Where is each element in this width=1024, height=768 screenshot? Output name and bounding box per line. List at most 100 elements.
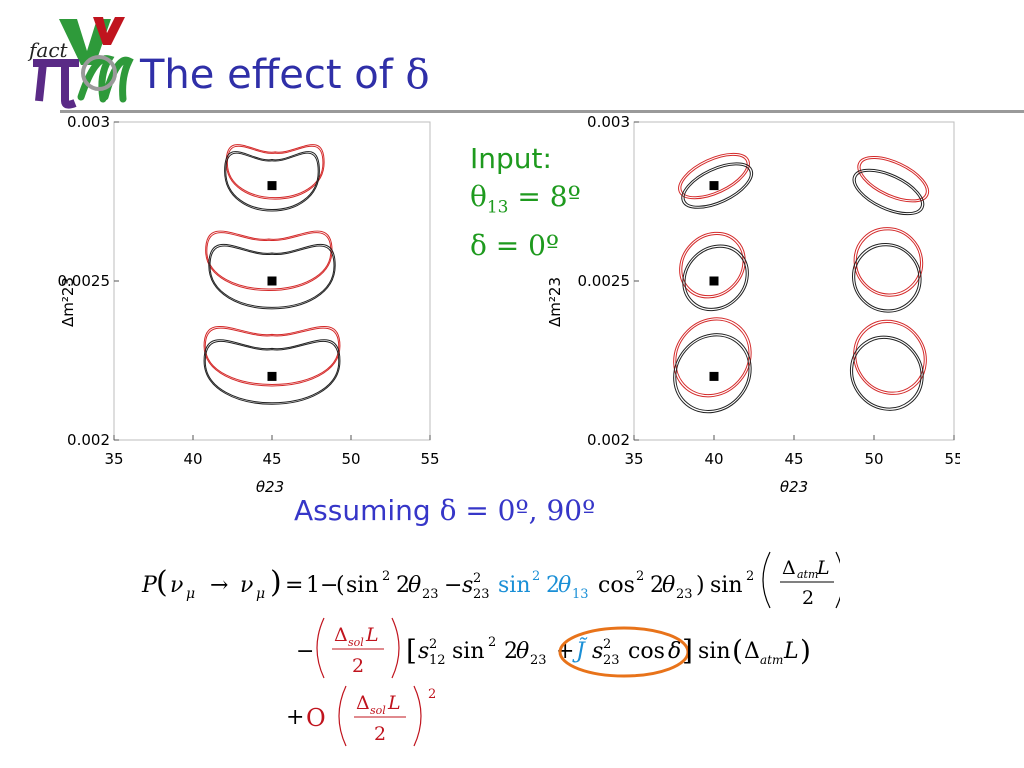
contour-plot-right-svg: θ23 Δm²23 35 40 45 50 55 0.002 0.0025 0.003 [546,113,964,496]
formula-line-3: + O Δ sol L 2 2 [286,685,436,747]
formula-sol: sol [348,636,364,649]
x-tick-label: 40 [183,450,202,468]
logo-text: fact [27,38,69,62]
formula-minus: − [444,573,462,598]
input-point [709,181,719,191]
slide-title: The effect of δ [140,52,430,98]
formula-order-O: O [306,704,326,732]
formula-theta: θ [516,639,529,664]
red-contour [225,144,325,200]
formula-L: L [365,624,379,646]
red-contour [679,231,746,299]
assuming-line: Assuming δ = 0º, 90º [294,494,595,527]
formula-sq: 2 [532,569,540,584]
black-contour [852,337,922,409]
input-point [267,371,277,381]
formula-sin: sin [698,639,731,664]
formula-big-paren [316,617,325,679]
black-contour [203,339,341,405]
black-contour [852,243,922,313]
formula-sin: sin [452,639,485,664]
logo: fact [27,17,134,109]
y-axis-label: Δm²23 [59,277,77,327]
black-contour [208,243,336,310]
formula-sq: 2 [473,571,481,586]
formula-atm: atm [797,568,818,581]
logo-loop-icon [81,55,117,91]
formula-theta: θ [408,573,421,598]
input-point [267,181,277,191]
formula-line-2: − Δ sol L 2 [ s 2 12 sin 2 2 θ 23 + J̃ s… [296,617,811,679]
formula-arrow: → [210,573,228,598]
formula-big-paren [338,685,347,747]
red-contour [226,145,324,199]
black-contour [854,170,922,214]
formula-theta: θ [662,573,675,598]
red-contour [853,227,924,297]
formula-paren: ( [336,573,345,598]
x-axis-label: θ23 [256,478,284,496]
formula-atm: atm [760,653,783,667]
x-tick-label: 45 [784,450,803,468]
input-point [709,276,719,286]
x-axis-label: θ23 [780,478,808,496]
formula-cos: cos [598,573,635,598]
x-tick-label: 45 [262,450,281,468]
slide-title-symbol: δ [405,52,430,98]
formula-sq: 2 [429,637,437,652]
black-contour [852,168,925,216]
formula-sq: 2 [746,569,754,584]
formula-sub23: 23 [603,653,620,668]
formula-two: 2 [396,573,410,598]
formula-sub23: 23 [422,587,439,602]
y-axis-label: Δm²23 [546,277,564,327]
formula-two: 2 [546,573,560,598]
red-contour [681,234,744,297]
x-tick-label: 35 [104,450,123,468]
black-contour [675,335,750,412]
formula-plus: + [286,705,304,730]
black-contour [682,244,749,312]
formula-sol: sol [370,704,386,717]
formula-s: s [592,639,603,664]
formula-two: 2 [374,723,386,745]
red-contour [855,229,921,295]
formula-L: L [816,557,830,579]
formula-paren: ( [732,634,743,667]
formula-one: 1 [306,573,320,598]
formula-two: 2 [352,655,364,677]
formula-bracket: ] [682,634,693,667]
formula-big-paren [391,617,400,679]
x-tick-label: 50 [864,450,883,468]
formula-delta-cap: Δ [356,692,370,714]
y-tick-label: 0.002 [67,431,110,449]
red-contour [855,322,925,393]
black-contour [683,164,751,207]
black-contour [209,245,335,308]
black-contour [854,245,920,311]
formula-s: s [462,573,473,598]
input-point [709,371,719,381]
formula-sin: sin [710,573,743,598]
black-contour [224,151,320,212]
formula-eq: = [285,573,303,598]
y-axis-label-text: Δm²23 [59,277,77,327]
contour-plot-right: θ23 Δm²23 35 40 45 50 55 0.002 0.0025 0.003 [540,112,964,506]
red-contour [857,156,930,203]
formula-L: L [783,639,799,664]
red-contour [675,319,750,396]
formula-s: s [418,639,429,664]
red-contour [204,327,340,385]
formula-nu: ν [170,573,183,598]
formula-big-paren [413,685,422,747]
formula-paren: ) [800,634,811,667]
x-tick-label: 40 [704,450,723,468]
formula-mu: μ [256,586,265,602]
contour-plot-left-svg: θ23 Δm²23 35 40 45 50 55 0.002 0.0025 0.003 [58,113,440,496]
y-axis-label-text: Δm²23 [546,277,564,327]
formula-nu: ν [240,573,253,598]
formula-sq: 2 [636,569,644,584]
formula-paren: ) [696,573,705,598]
formula-power: 2 [428,687,436,702]
formula-minus: − [296,639,314,664]
